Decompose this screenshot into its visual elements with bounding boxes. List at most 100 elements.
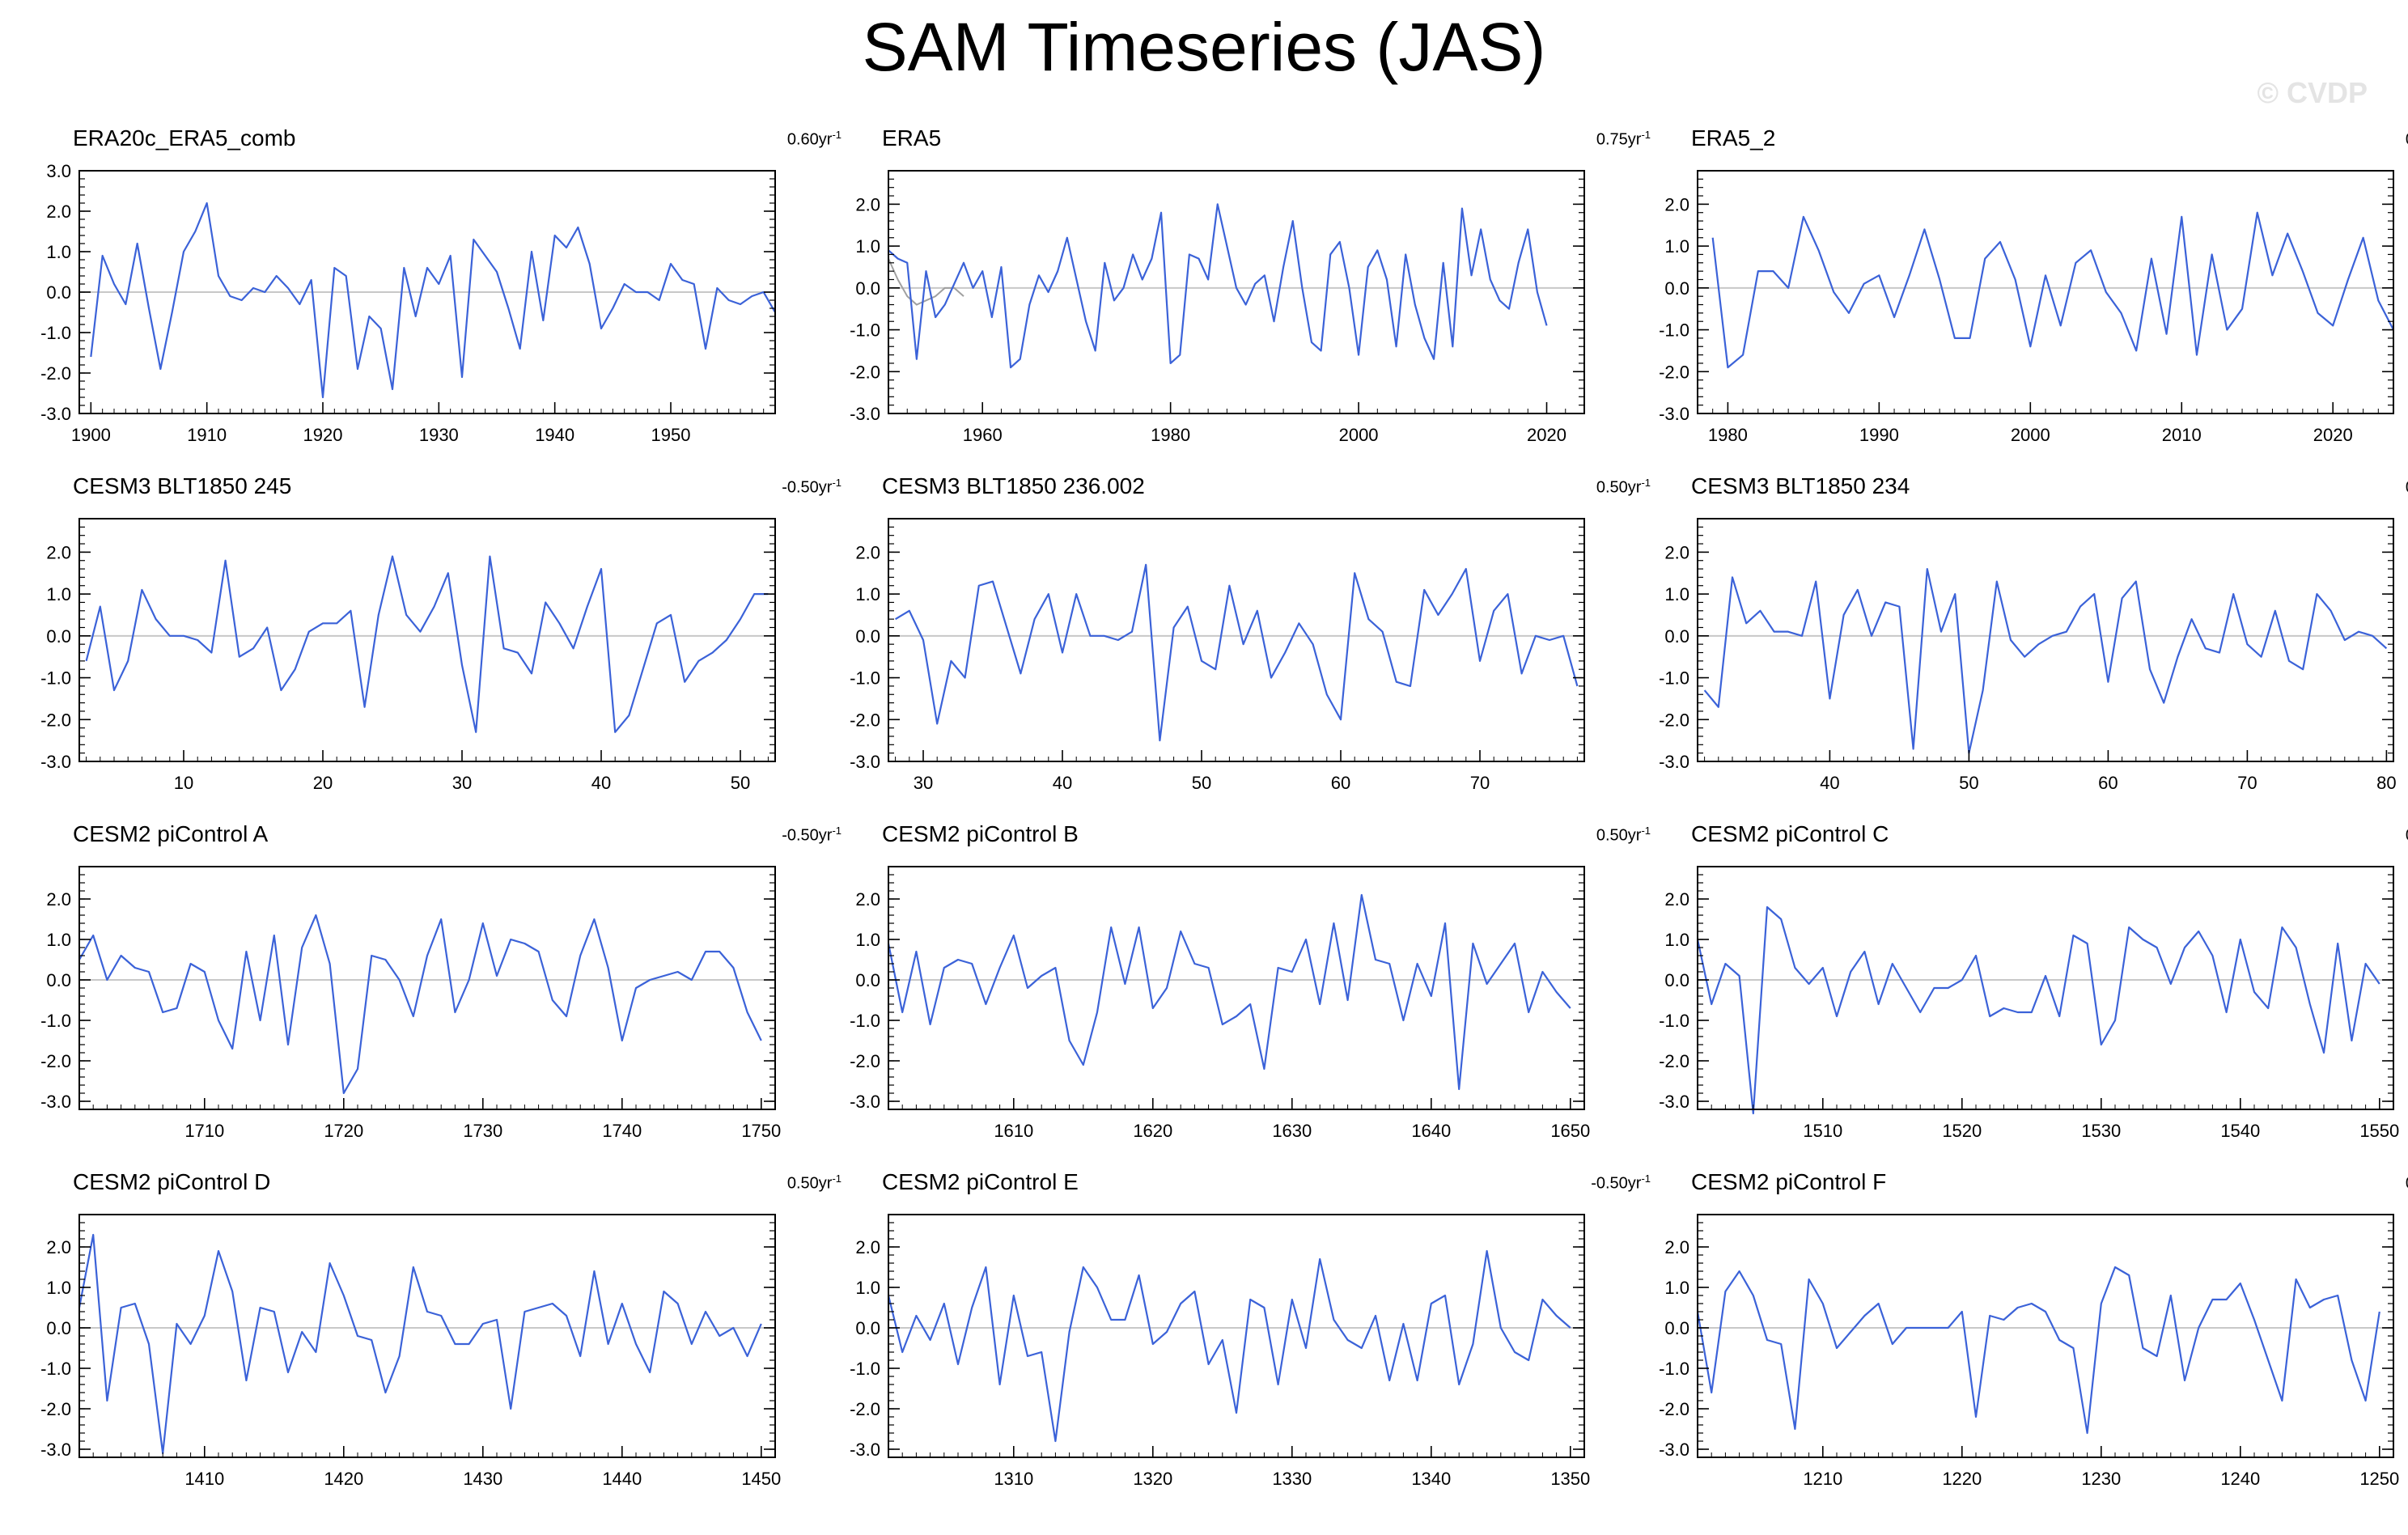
- x-tick-label: 1430: [463, 1469, 502, 1489]
- chart-panel: ERA5_2 0.46yr-1 2.0 1.0 0.0 -1.0 -2.0 -3.0 1980 1…: [1659, 125, 2408, 481]
- trend-label: 0.50yr-1: [2406, 825, 2408, 846]
- x-tick-label: 1220: [1942, 1469, 1982, 1489]
- y-tick-label: 0.0: [46, 626, 71, 647]
- y-tick-label: 0.0: [1664, 1318, 1689, 1338]
- chart-svg: 2.0 1.0 0.0 -1.0 -2.0 -3.0 1980 1990 2000 2010 202…: [1659, 170, 2394, 445]
- panel-title: ERA5_2: [1691, 125, 1776, 151]
- y-tick-label: 2.0: [46, 1237, 71, 1257]
- y-tick-label: -1.0: [1659, 320, 1689, 341]
- panel-title: CESM2 piControl D: [73, 1169, 271, 1194]
- x-tick-label: 2000: [1339, 425, 1379, 445]
- y-tick-label: -1.0: [40, 668, 71, 689]
- trend-value: 0.50yr: [1596, 478, 1642, 497]
- series-line: [90, 201, 776, 399]
- x-tick-label: 1980: [1151, 425, 1190, 445]
- y-tick-label: -3.0: [1659, 752, 1689, 772]
- y-tick-label: 2.0: [855, 542, 880, 562]
- x-tick-label: 50: [1192, 773, 1211, 793]
- trend-label: -0.50yr-1: [782, 825, 842, 846]
- y-tick-label: -3.0: [850, 752, 880, 772]
- trend-label: 0.50yr-1: [2406, 477, 2408, 498]
- panel-title: ERA20c_ERA5_comb: [73, 125, 296, 151]
- y-tick-label: -3.0: [40, 404, 71, 424]
- trend-exponent: -1: [1641, 477, 1651, 489]
- x-tick-label: 1340: [1411, 1469, 1451, 1489]
- y-tick-label: -1.0: [1659, 1011, 1689, 1031]
- chart-panel: CESM3 BLT1850 236.002 0.50yr-1 2.0 1.0 0.0 -1…: [850, 473, 1651, 829]
- x-tick-label: 70: [1470, 773, 1490, 793]
- x-tick-label: 1710: [184, 1121, 224, 1141]
- panel-title: CESM2 piControl E: [882, 1169, 1079, 1194]
- y-tick-label: 1.0: [46, 1278, 71, 1298]
- y-tick-label: 3.0: [46, 161, 71, 181]
- panel-title: CESM2 piControl F: [1691, 1169, 1887, 1194]
- series-line: [887, 893, 1571, 1091]
- chart-panel: ERA20c_ERA5_comb 0.60yr-1 3.0 2.0 1.0 0.0 -1.0…: [40, 125, 842, 481]
- y-tick-label: 0.0: [855, 1318, 880, 1338]
- x-tick-label: 1640: [1411, 1121, 1451, 1141]
- page-title: SAM Timeseries (JAS): [862, 9, 1546, 85]
- y-tick-label: 1.0: [1664, 1278, 1689, 1298]
- x-tick-label: 1440: [602, 1469, 642, 1489]
- trend-value: 0.50yr: [2406, 827, 2408, 845]
- chart-svg: 2.0 1.0 0.0 -1.0 -2.0 -3.0 1960 1980 2000 2020: [850, 170, 1585, 445]
- trend-label: 0.50yr-1: [2406, 1172, 2408, 1194]
- trend-exponent: -1: [1641, 825, 1651, 837]
- trend-exponent: -1: [832, 129, 842, 141]
- y-tick-label: 0.0: [855, 626, 880, 647]
- plot-frame: [888, 1214, 1585, 1458]
- x-tick-label: 10: [174, 773, 193, 793]
- series-line: [1711, 211, 2394, 369]
- y-tick-label: -1.0: [850, 668, 880, 689]
- panel-title: CESM3 BLT1850 234: [1691, 473, 1910, 498]
- x-tick-label: 60: [2098, 773, 2118, 793]
- series-line: [888, 203, 1548, 369]
- y-tick-label: -2.0: [40, 363, 71, 384]
- trend-value: -0.50yr: [782, 826, 833, 845]
- y-tick-label: 2.0: [46, 542, 71, 562]
- x-tick-label: 40: [591, 773, 611, 793]
- x-tick-label: 40: [1053, 773, 1072, 793]
- x-tick-label: 1320: [1133, 1469, 1172, 1489]
- chart-svg: 2.0 1.0 0.0 -1.0 -2.0 -3.0 1310 1320 1330 1340 135…: [850, 1214, 1590, 1489]
- series-line: [1696, 1266, 2380, 1435]
- x-tick-label: 1420: [324, 1469, 363, 1489]
- x-tick-label: 1520: [1942, 1121, 1982, 1141]
- y-tick-label: 0.0: [1664, 278, 1689, 299]
- trend-label: 0.50yr-1: [787, 1172, 842, 1194]
- chart-panel: CESM2 piControl E -0.50yr-1 2.0 1.0 0.0 -1.0 -…: [850, 1169, 1651, 1525]
- y-tick-label: -2.0: [1659, 710, 1689, 730]
- trend-label: 0.50yr-1: [1596, 477, 1651, 498]
- panel-title: CESM2 piControl B: [882, 821, 1079, 846]
- y-tick-label: -3.0: [850, 404, 880, 424]
- x-tick-label: 1620: [1133, 1121, 1172, 1141]
- x-tick-label: 1610: [994, 1121, 1033, 1141]
- x-tick-label: 1740: [602, 1121, 642, 1141]
- chart-svg: 2.0 1.0 0.0 -1.0 -2.0 -3.0 40 50 60 70 80: [1659, 518, 2397, 793]
- x-tick-label: 1330: [1272, 1469, 1312, 1489]
- y-tick-label: 0.0: [855, 278, 880, 299]
- secondary-series-line: [888, 258, 964, 306]
- x-tick-label: 40: [1820, 773, 1839, 793]
- chart-panel: ERA5 0.75yr-1 2.0 1.0 0.0 -1.0 -2.0 -3.0 1960 198…: [850, 125, 1651, 481]
- x-tick-label: 1540: [2220, 1121, 2260, 1141]
- y-tick-label: 2.0: [855, 889, 880, 910]
- panel-title: CESM2 piControl C: [1691, 821, 1889, 846]
- y-tick-label: -2.0: [850, 710, 880, 730]
- chart-panel: CESM2 piControl A -0.50yr-1 2.0 1.0 0.0 -1.0 -…: [40, 821, 842, 1177]
- y-tick-label: -2.0: [40, 1051, 71, 1071]
- x-tick-label: 1630: [1272, 1121, 1312, 1141]
- x-tick-label: 30: [452, 773, 472, 793]
- trend-value: -0.50yr: [782, 478, 833, 497]
- x-tick-label: 1750: [741, 1121, 781, 1141]
- y-tick-label: 1.0: [855, 930, 880, 950]
- plot-frame: [888, 170, 1585, 414]
- trend-value: -0.50yr: [1591, 1174, 1642, 1193]
- cvdp-watermark: © CVDP: [2257, 76, 2368, 109]
- panel-title: CESM2 piControl A: [73, 821, 269, 846]
- chart-panel: CESM3 BLT1850 245 -0.50yr-1 2.0 1.0 0.0 -1.0 -…: [40, 473, 842, 829]
- y-tick-label: 2.0: [1664, 889, 1689, 910]
- x-tick-label: 1730: [463, 1121, 502, 1141]
- trend-label: 0.50yr-1: [1596, 825, 1651, 846]
- y-tick-label: 2.0: [1664, 1237, 1689, 1257]
